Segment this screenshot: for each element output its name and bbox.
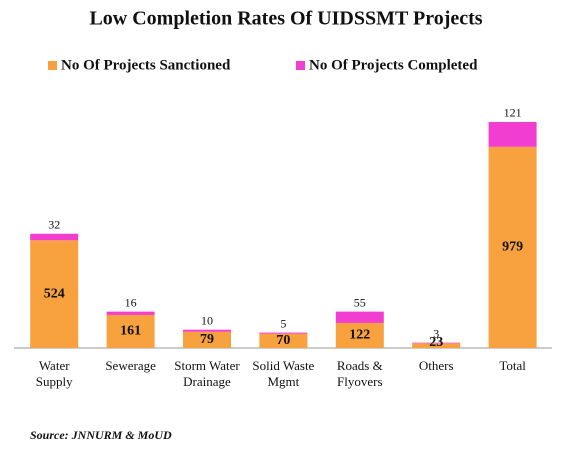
x-tick-label: Others <box>418 358 454 373</box>
bar-segment <box>259 332 308 334</box>
value-label: 979 <box>502 240 523 255</box>
bar-segment <box>183 329 231 332</box>
bar-segment <box>106 314 155 348</box>
value-label: 3 <box>433 326 439 340</box>
source: Source: JNNURM & MoUD <box>30 428 172 442</box>
bar-segment <box>488 146 537 348</box>
value-label: 5 <box>280 316 286 330</box>
bar-segment <box>259 333 308 348</box>
x-tick-label: Storm Water Drainage <box>174 358 240 389</box>
value-label: 16 <box>125 295 137 309</box>
x-tick-label: Total <box>499 358 526 373</box>
x-tick-label: Water Supply <box>35 358 73 389</box>
value-label: 161 <box>120 324 141 339</box>
value-label: 70 <box>276 333 290 348</box>
bar-segment <box>335 311 384 323</box>
bar-segment <box>183 331 231 348</box>
legend-label: No Of Projects Completed <box>309 57 478 73</box>
value-label: 524 <box>44 286 65 301</box>
bar-segment <box>106 311 155 315</box>
value-label: 32 <box>48 217 60 231</box>
x-tick-label: Sewerage <box>105 358 156 373</box>
value-label: 79 <box>200 332 214 347</box>
bar-segment <box>335 322 384 348</box>
bar-segment <box>30 233 79 241</box>
value-label: 55 <box>354 295 366 309</box>
value-label: 10 <box>201 313 213 327</box>
bar-segment <box>412 342 461 344</box>
bar-segment <box>412 343 461 348</box>
value-label: 23 <box>429 335 443 350</box>
legend-label: No Of Projects Sanctioned <box>61 57 231 73</box>
bar-segment <box>488 121 537 147</box>
value-label: 122 <box>349 328 370 343</box>
bar-segment <box>30 240 79 348</box>
legend-swatch <box>296 61 305 70</box>
legend-swatch <box>48 61 57 70</box>
x-tick-label: Roads & Flyovers <box>336 358 383 389</box>
x-tick-label: Solid Waste Mgmt <box>252 358 315 389</box>
value-label: 121 <box>504 106 522 120</box>
chart-title: Low Completion Rates Of UIDSSMT Projects <box>89 8 482 30</box>
